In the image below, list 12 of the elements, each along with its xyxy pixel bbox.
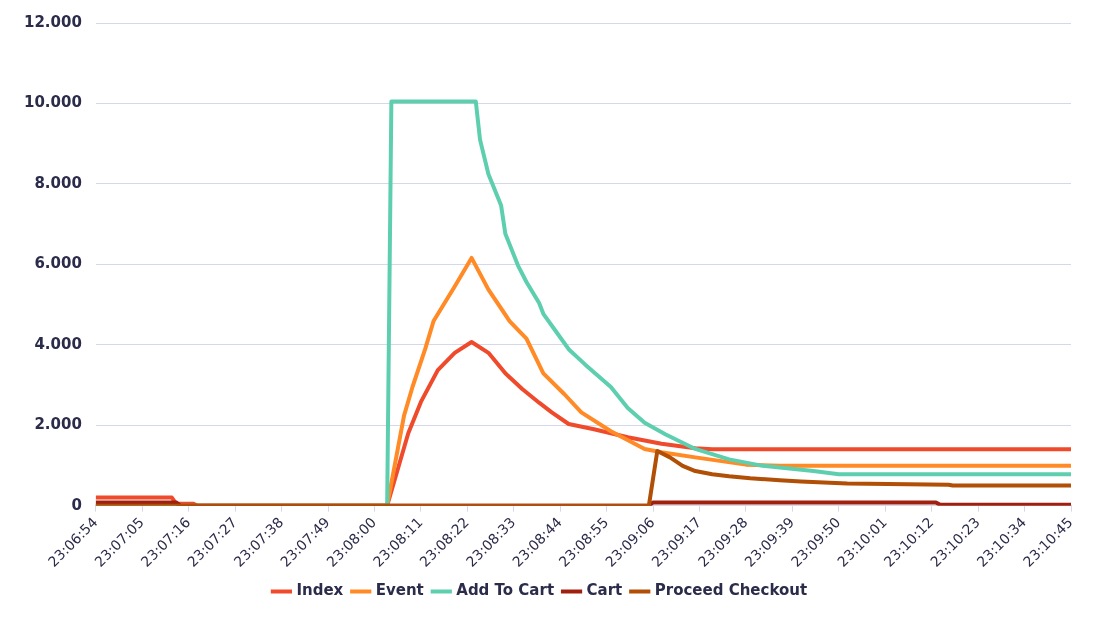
y-tick-label: 0	[71, 495, 82, 514]
y-tick-label: 12.000	[23, 12, 82, 31]
y-tick-label: 10.000	[23, 93, 82, 112]
legend-label: Index	[296, 581, 344, 600]
y-tick-label: 8.000	[34, 173, 82, 192]
legend-label: Add To Cart	[456, 581, 555, 600]
legend-label: Proceed Checkout	[654, 581, 808, 600]
y-tick-label: 6.000	[34, 254, 82, 273]
y-tick-label: 2.000	[34, 415, 82, 434]
y-tick-label: 4.000	[34, 334, 82, 353]
legend-label: Event	[375, 581, 424, 600]
legend-label: Cart	[586, 581, 623, 600]
